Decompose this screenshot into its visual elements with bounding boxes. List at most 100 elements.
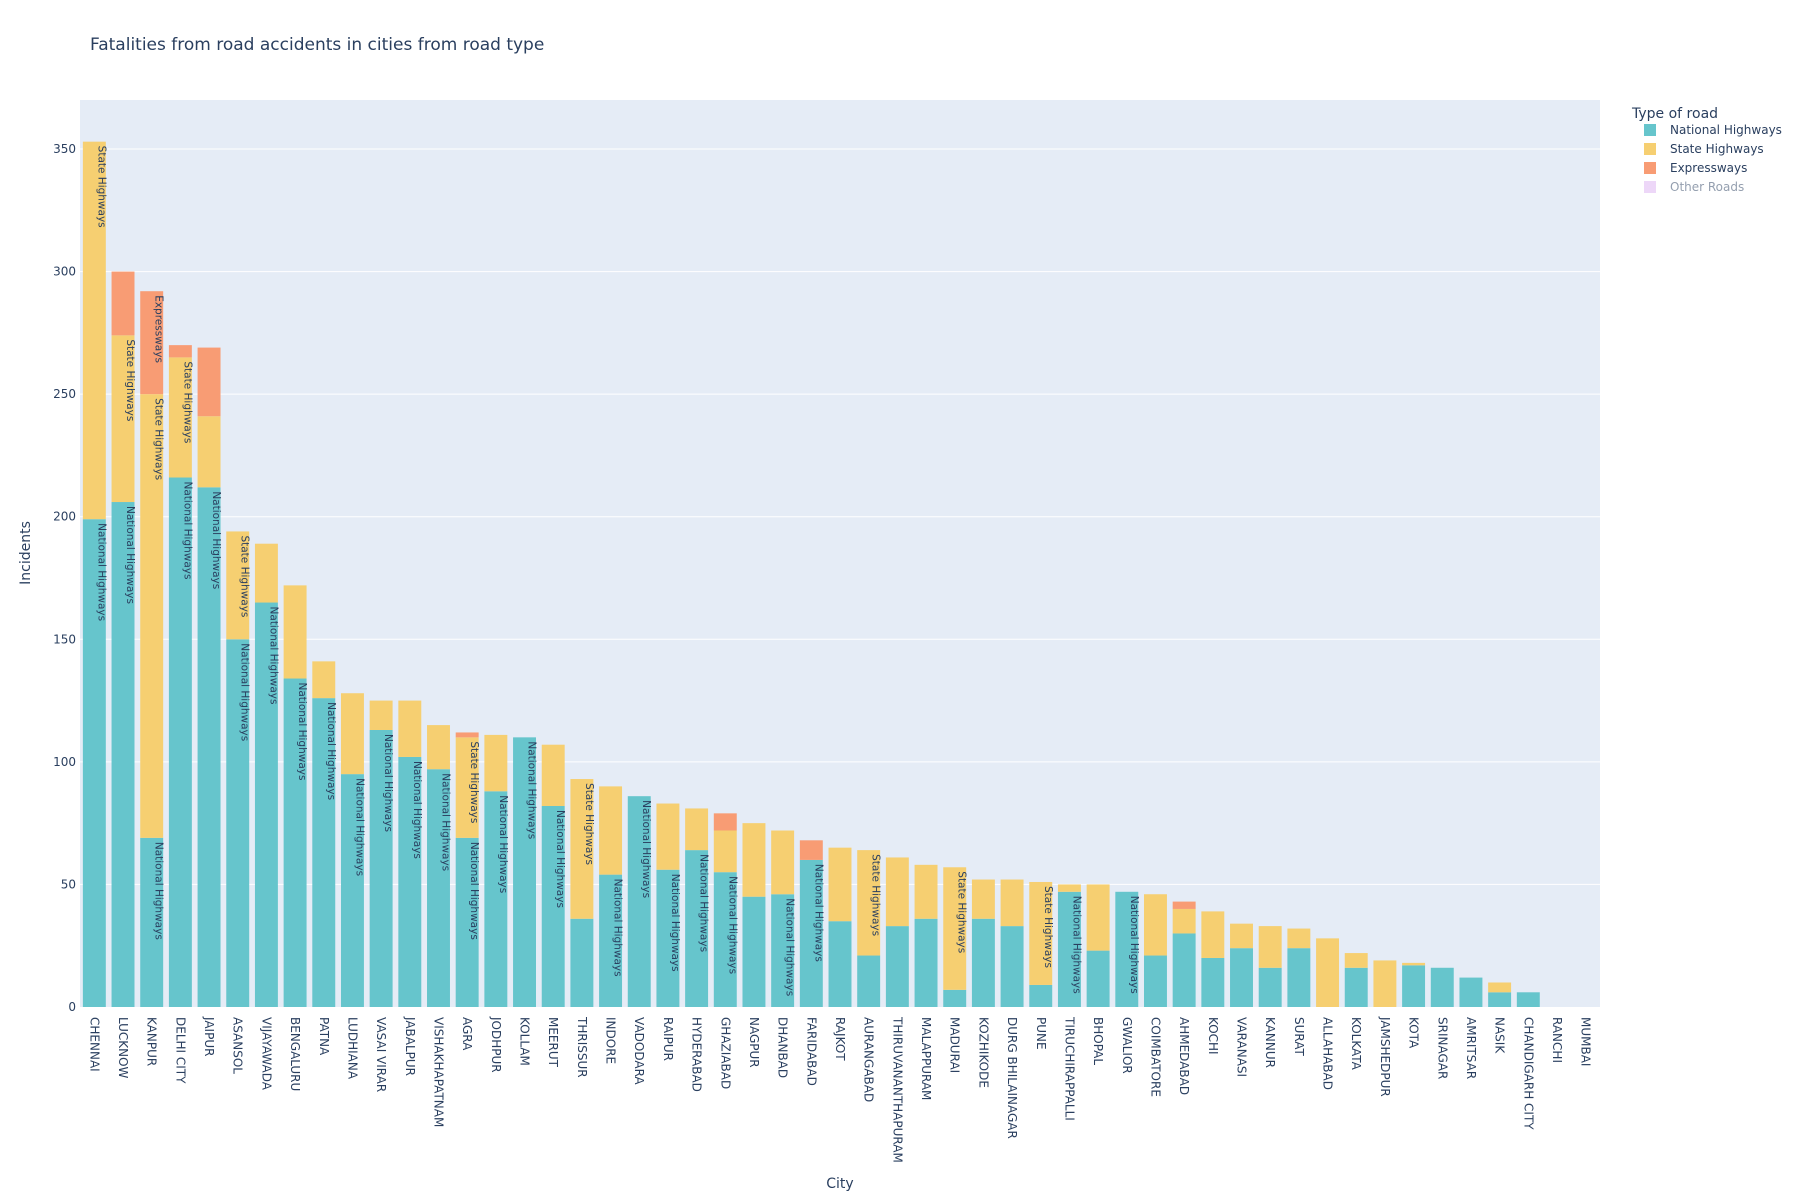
legend-item[interactable]: Expressways (1670, 161, 1747, 175)
bar-segment[interactable] (685, 808, 709, 851)
bar-segment[interactable] (828, 921, 852, 1007)
bar-segment[interactable] (312, 661, 336, 699)
bar-segment[interactable] (1144, 955, 1167, 1007)
bar-segment[interactable] (513, 737, 536, 1007)
bar-segment[interactable] (82, 141, 106, 520)
bar-segment[interactable] (1000, 879, 1024, 927)
bar-segment[interactable] (570, 779, 594, 919)
legend-item[interactable]: State Highways (1670, 142, 1764, 156)
bar-segment[interactable] (398, 756, 422, 1007)
bar-segment[interactable] (168, 477, 192, 1007)
bar-segment[interactable] (1402, 965, 1426, 1007)
bar-segment[interactable] (312, 698, 336, 1007)
bar-segment[interactable] (1172, 901, 1196, 909)
bar-segment[interactable] (713, 830, 737, 873)
bar-segment[interactable] (1459, 977, 1483, 1007)
bar-segment[interactable] (455, 737, 479, 838)
bar-segment[interactable] (111, 335, 135, 503)
bar-segment[interactable] (943, 989, 967, 1007)
bar-segment[interactable] (1488, 992, 1512, 1007)
bar-segment[interactable] (799, 840, 823, 860)
bar-segment[interactable] (369, 700, 393, 730)
bar-segment[interactable] (742, 823, 766, 897)
bar-segment[interactable] (82, 519, 106, 1007)
bar-segment[interactable] (1287, 948, 1311, 1007)
bar-segment[interactable] (1057, 884, 1081, 892)
bar-segment[interactable] (1402, 962, 1426, 966)
bar-segment[interactable] (828, 847, 852, 922)
bar-segment[interactable] (1086, 884, 1110, 951)
legend-swatch[interactable] (1644, 162, 1656, 174)
legend-swatch[interactable] (1644, 143, 1656, 155)
bar-segment[interactable] (1029, 881, 1053, 985)
bar-segment[interactable] (1430, 967, 1454, 1007)
bar-segment[interactable] (771, 830, 795, 895)
bar-segment[interactable] (1316, 938, 1340, 1007)
bar-segment[interactable] (140, 291, 164, 395)
bar-segment[interactable] (455, 732, 479, 738)
bar-segment[interactable] (885, 926, 909, 1007)
bar-segment[interactable] (1488, 982, 1512, 993)
bar-segment[interactable] (484, 734, 508, 792)
bar-segment[interactable] (541, 744, 565, 806)
bar-segment[interactable] (1000, 926, 1024, 1007)
legend-item[interactable]: Other Roads (1670, 180, 1744, 194)
legend[interactable]: Type of road National Highways State High… (1631, 106, 1782, 194)
bar-segment[interactable] (857, 850, 881, 956)
bar-segment[interactable] (1029, 984, 1053, 1007)
legend-swatch[interactable] (1644, 124, 1656, 136)
bar-segment[interactable] (1344, 953, 1368, 968)
bar-segment[interactable] (971, 879, 995, 919)
legend-swatch[interactable] (1644, 181, 1656, 193)
bar-segment[interactable] (857, 955, 881, 1007)
bar-segment[interactable] (1230, 923, 1253, 949)
bar-segment[interactable] (1086, 950, 1110, 1007)
bar-segment[interactable] (1373, 960, 1397, 1007)
bar-segment[interactable] (254, 543, 278, 603)
bar-segment[interactable] (1516, 992, 1540, 1007)
bar-segment[interactable] (599, 786, 623, 875)
bar-segment[interactable] (369, 729, 393, 1007)
bar-segment[interactable] (283, 678, 307, 1007)
bar-segment[interactable] (713, 813, 737, 831)
bar-segment[interactable] (168, 345, 192, 358)
bar-segment[interactable] (914, 864, 938, 919)
bar-segment[interactable] (1144, 894, 1167, 956)
bar-segment[interactable] (570, 918, 594, 1007)
bar-segment[interactable] (455, 837, 479, 1007)
bar-segment[interactable] (885, 857, 909, 927)
bar-segment[interactable] (168, 357, 192, 478)
bar-segment[interactable] (1230, 948, 1253, 1007)
bar-segment[interactable] (197, 416, 221, 488)
bar-segment[interactable] (713, 872, 737, 1007)
bar-segment[interactable] (1057, 891, 1081, 1007)
bar-segment[interactable] (197, 347, 221, 417)
bar-segment[interactable] (1344, 967, 1368, 1007)
bar-segment[interactable] (427, 725, 450, 770)
bar-segment[interactable] (283, 585, 307, 679)
bar-segment[interactable] (340, 693, 364, 775)
bar-segment[interactable] (1258, 926, 1282, 968)
bar-segment[interactable] (111, 271, 135, 336)
bar-segment[interactable] (656, 869, 680, 1007)
bar-segment[interactable] (742, 896, 766, 1007)
bar-segment[interactable] (1172, 933, 1196, 1007)
bar-segment[interactable] (685, 850, 709, 1007)
bar-segment[interactable] (398, 700, 422, 757)
bar-segment[interactable] (226, 531, 250, 640)
bar-segment[interactable] (799, 859, 823, 1007)
bar-segment[interactable] (1201, 957, 1225, 1007)
bar-segment[interactable] (1258, 967, 1282, 1007)
bar-segment[interactable] (914, 918, 938, 1007)
bar-segment[interactable] (226, 639, 250, 1007)
bar-segment[interactable] (197, 487, 221, 1008)
bar-segment[interactable] (427, 769, 450, 1007)
bar-segment[interactable] (1115, 891, 1139, 1007)
bar-segment[interactable] (140, 394, 164, 838)
bar-segment[interactable] (254, 602, 278, 1007)
bar-segment[interactable] (971, 918, 995, 1007)
bar-segment[interactable] (111, 502, 135, 1007)
bars[interactable] (82, 141, 1540, 1008)
bar-segment[interactable] (627, 796, 651, 1007)
bar-segment[interactable] (1287, 928, 1311, 949)
